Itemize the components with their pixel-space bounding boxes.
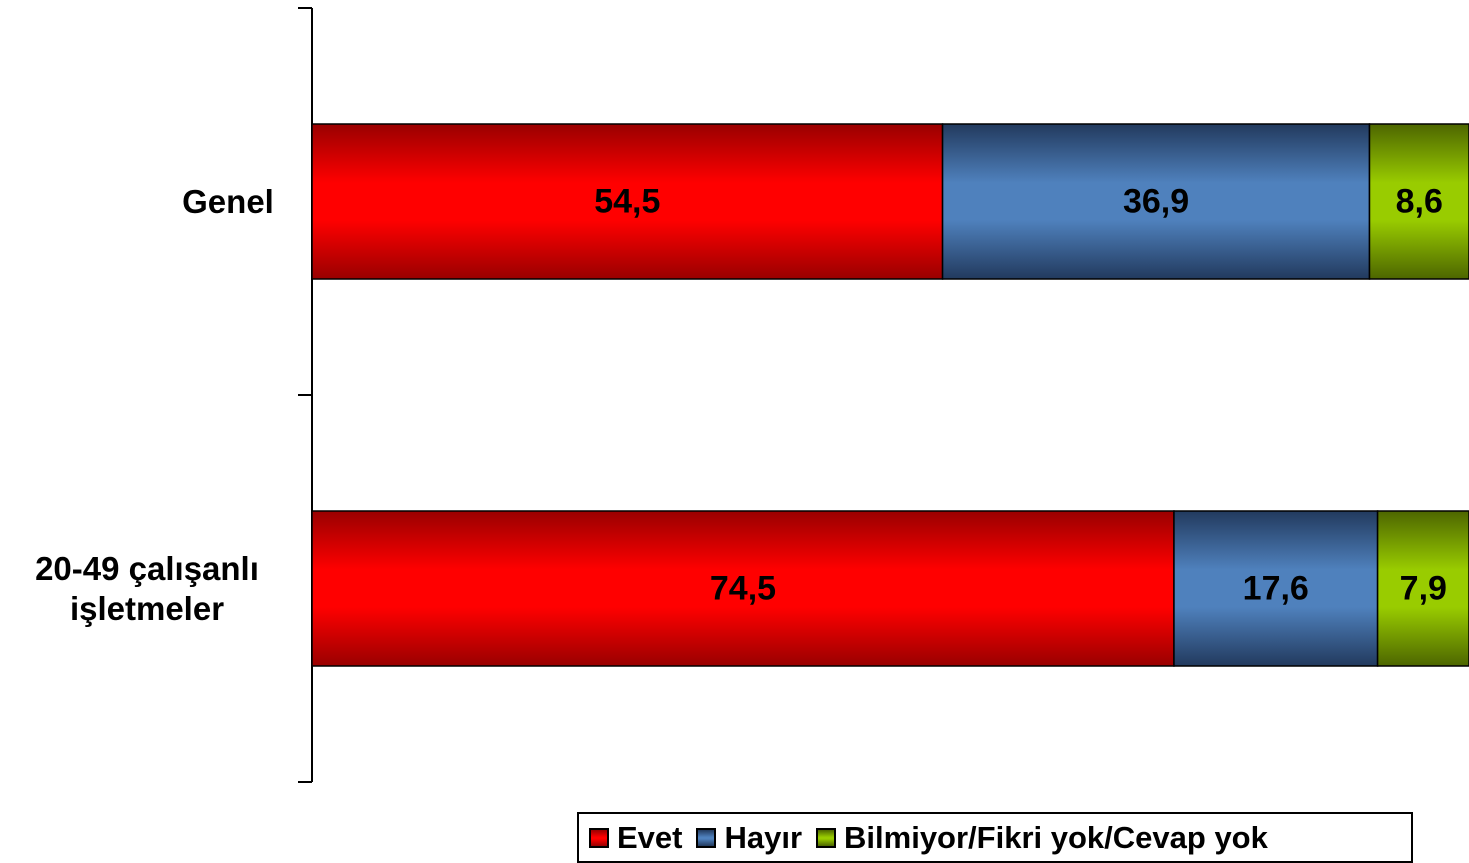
legend-item-hayir: Hayır xyxy=(696,820,802,856)
data-label-3-category-1: 8,6 xyxy=(1396,183,1443,221)
bar-1-category-1 xyxy=(311,123,944,280)
category-label-2: 20-49 çalışanlı işletmeler xyxy=(35,550,259,627)
legend-item-bilmiyor: Bilmiyor/Fikri yok/Cevap yok xyxy=(816,820,1268,856)
bar-3-category-2 xyxy=(1376,510,1469,667)
legend-label-bilmiyor: Bilmiyor/Fikri yok/Cevap yok xyxy=(844,819,1268,855)
bars xyxy=(311,123,1469,667)
y-axis xyxy=(298,7,313,783)
data-label-1-category-1: 54,5 xyxy=(594,183,660,221)
bar-3-category-1 xyxy=(1368,123,1469,280)
data-label-2-category-1: 36,9 xyxy=(1123,183,1189,221)
legend-item-evet: Evet xyxy=(589,820,682,856)
category-label-1: Genel xyxy=(182,183,274,220)
bar-1-category-2 xyxy=(311,510,1175,667)
data-label-1-category-2: 74,5 xyxy=(710,570,776,608)
legend-swatch-bilmiyor xyxy=(816,827,837,848)
bar-2-category-1 xyxy=(941,123,1371,280)
legend: Evet Hayır Bilmiyor/Fikri yok/Cevap yok xyxy=(577,812,1413,863)
data-label-3-category-2: 7,9 xyxy=(1400,570,1447,608)
legend-swatch-hayir xyxy=(696,827,717,848)
labels: 54,5 36,9 8,6 Genel 74,5 17,6 7,9 20-49 çalışan… xyxy=(35,183,1447,628)
legend-swatch-evet xyxy=(589,827,609,848)
data-label-2-category-2: 17,6 xyxy=(1243,570,1309,608)
legend-label-evet: Evet xyxy=(617,819,683,855)
legend-label-hayir: Hayır xyxy=(724,819,803,855)
